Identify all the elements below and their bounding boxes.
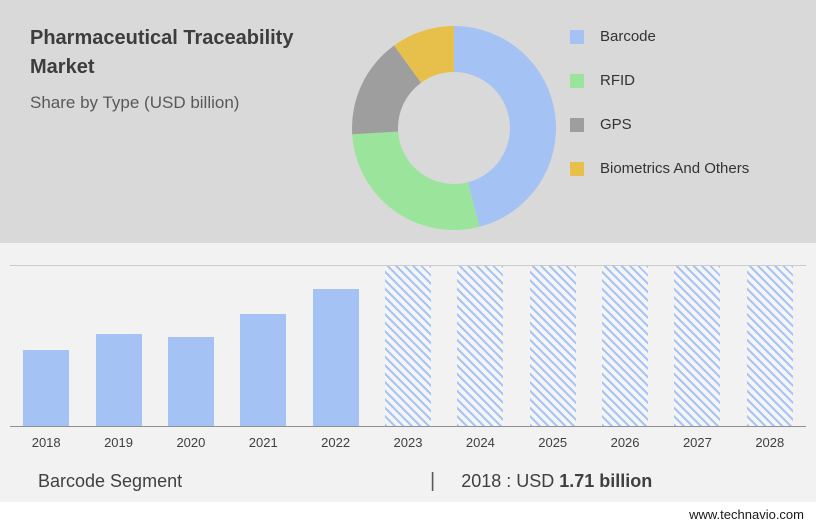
bar-cell bbox=[372, 266, 444, 426]
x-axis-label-2024: 2024 bbox=[465, 435, 495, 450]
legend-label: Biometrics And Others bbox=[600, 160, 750, 177]
x-axis-label-2023: 2023 bbox=[393, 435, 423, 450]
x-axis-label-2025: 2025 bbox=[538, 435, 568, 450]
forecast-bar-2025 bbox=[529, 266, 576, 426]
bar-2020 bbox=[167, 336, 214, 426]
legend-label: Barcode bbox=[600, 28, 656, 45]
footer-divider: | bbox=[430, 470, 436, 492]
bar-cell bbox=[589, 266, 661, 426]
legend-swatch-icon bbox=[570, 29, 584, 44]
bar-chart: 2018 2019 2020 2021 2022 2023 2024 2025 2026 2027… bbox=[10, 265, 806, 454]
x-axis-label-2018: 2018 bbox=[31, 435, 61, 450]
forecast-bar-2024 bbox=[457, 266, 504, 426]
bar-cell bbox=[734, 266, 806, 426]
bar-cell bbox=[227, 266, 299, 426]
x-axis-label-2022: 2022 bbox=[321, 435, 351, 450]
forecast-bar-2026 bbox=[602, 266, 649, 426]
bar-2021 bbox=[240, 314, 287, 426]
legend-swatch-icon bbox=[570, 73, 584, 88]
x-axis-label-2020: 2020 bbox=[176, 435, 206, 450]
footer-stat: 2018 : USD 1.71 billion bbox=[461, 471, 652, 492]
bar-cell bbox=[10, 266, 82, 426]
bar-cell bbox=[444, 266, 516, 426]
legend-swatch-icon bbox=[570, 161, 584, 176]
donut-chart bbox=[350, 24, 558, 232]
bar-2019 bbox=[95, 333, 142, 426]
legend-swatch-icon bbox=[570, 117, 584, 132]
forecast-bar-2028 bbox=[746, 266, 793, 426]
bar-cell bbox=[661, 266, 733, 426]
x-axis-label-2027: 2027 bbox=[682, 435, 712, 450]
watermark: www.technavio.com bbox=[0, 502, 816, 528]
bar-chart-x-axis: 2018 2019 2020 2021 2022 2023 2024 2025 2026 2027… bbox=[10, 427, 806, 454]
bar-chart-plot bbox=[10, 265, 806, 427]
stat-prefix: 2018 : USD bbox=[461, 471, 560, 491]
page-subtitle: Share by Type (USD billion) bbox=[30, 93, 240, 112]
bar-cell bbox=[155, 266, 227, 426]
segment-label: Barcode Segment bbox=[38, 471, 183, 491]
donut-slice-barcode bbox=[454, 26, 557, 227]
donut-chart-svg bbox=[352, 26, 557, 230]
legend-item: Biometrics And Others bbox=[570, 160, 749, 177]
x-axis-label-2026: 2026 bbox=[610, 435, 640, 450]
donut-slice-biometrics-and-others bbox=[394, 26, 454, 83]
forecast-bar-2027 bbox=[674, 266, 721, 426]
bar-2022 bbox=[312, 289, 359, 426]
donut-slice-gps bbox=[352, 45, 422, 135]
bar-cell bbox=[82, 266, 154, 426]
summary-panel: Pharmaceutical Traceability Market Share… bbox=[0, 0, 816, 243]
legend-label: GPS bbox=[600, 116, 632, 133]
bar-cell bbox=[517, 266, 589, 426]
footer-stats: Barcode Segment | 2018 : USD 1.71 billio… bbox=[0, 454, 816, 493]
title-block: Pharmaceutical Traceability Market Share… bbox=[30, 24, 345, 114]
chart-legend: Barcode RFID GPS Biometrics And Others bbox=[570, 28, 749, 204]
x-axis-label-2021: 2021 bbox=[248, 435, 278, 450]
legend-label: RFID bbox=[600, 72, 635, 89]
page-title: Pharmaceutical Traceability Market bbox=[30, 27, 294, 78]
x-axis-label-2019: 2019 bbox=[104, 435, 133, 450]
legend-item: Barcode bbox=[570, 28, 749, 45]
bar-2018 bbox=[23, 350, 70, 426]
x-axis-label-2028: 2028 bbox=[755, 435, 785, 450]
donut-slice-rfid bbox=[352, 131, 480, 230]
stat-value: 1.71 billion bbox=[559, 471, 653, 491]
legend-item: GPS bbox=[570, 116, 749, 133]
forecast-bar-2023 bbox=[384, 266, 431, 426]
legend-item: RFID bbox=[570, 72, 749, 89]
bar-cell bbox=[299, 266, 371, 426]
